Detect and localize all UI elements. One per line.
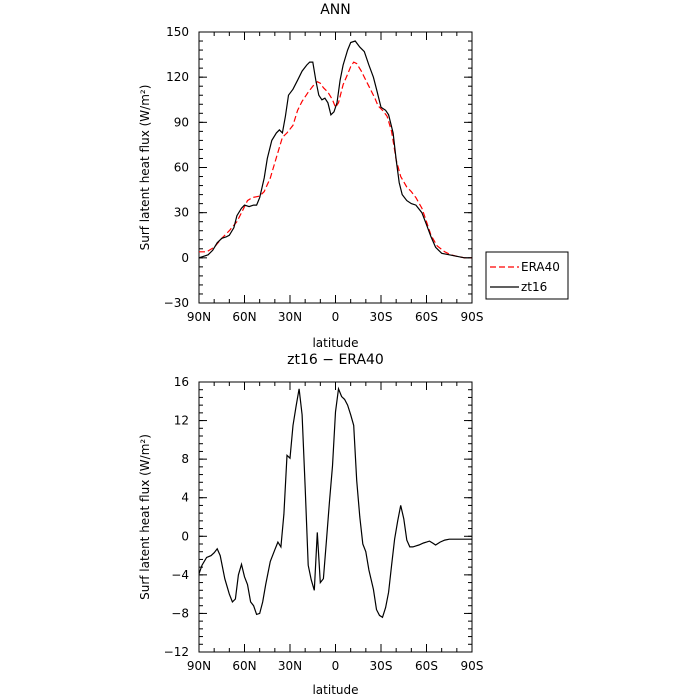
y-tick-label: −4 [171,568,189,582]
series-line-era40 [199,61,472,259]
y-axis-label: Surf latent heat flux (W/m²) [138,85,152,251]
y-tick-label: −12 [164,645,189,659]
x-axis-label: latitude [312,336,358,350]
x-tick-label: 90N [187,310,211,324]
x-tick-label: 90S [461,659,484,673]
chart-title: ANN [320,2,351,18]
chart-panel-1: ANN 90N 60N 30N 0 30S 60S 90S −30 0 30 60 90 120 150 la… [138,2,569,350]
y-tick-label: 60 [174,161,189,175]
legend-label-zt16: zt16 [521,280,547,294]
x-tick-label: 60S [415,310,438,324]
y-tick-label: 90 [174,115,189,129]
series-line-zt16 [198,40,472,259]
y-tick-label: 16 [174,375,189,389]
y-tick-label: 12 [174,414,189,428]
legend-box [485,251,569,300]
x-tick-label: 0 [332,659,340,673]
x-tick-label: 60S [415,659,438,673]
y-tick-label: −30 [164,296,189,310]
x-tick-label: 90S [461,310,484,324]
y-tick-label: 8 [181,452,189,466]
x-tick-label: 60N [232,659,256,673]
y-tick-label: 0 [181,529,189,543]
y-tick-label: 30 [174,206,189,220]
y-tick-label: 120 [166,70,189,84]
x-tick-label: 90N [187,659,211,673]
x-tick-label: 30N [278,310,302,324]
y-tick-label: 150 [166,25,189,39]
x-tick-label: 0 [332,310,340,324]
y-tick-label: −8 [171,606,189,620]
x-tick-label: 30N [278,659,302,673]
y-tick-label: 0 [181,251,189,265]
plot-frame [198,31,473,304]
x-tick-label: 60N [232,310,256,324]
y-tick-label: 4 [181,491,189,505]
y-axis-label: Surf latent heat flux (W/m²) [138,434,152,600]
chart-panel-2: zt16 − ERA40 90N 60N 30N 0 30S 60S 90S −12 −8 −4 0 4… [138,352,483,697]
legend-label-era40: ERA40 [521,260,560,274]
x-tick-label: 30S [370,659,393,673]
chart-title: zt16 − ERA40 [287,352,384,368]
legend: ERA40 zt16 [485,251,569,300]
x-tick-label: 30S [370,310,393,324]
series-line-difference [198,386,472,619]
x-axis-label: latitude [312,683,358,697]
